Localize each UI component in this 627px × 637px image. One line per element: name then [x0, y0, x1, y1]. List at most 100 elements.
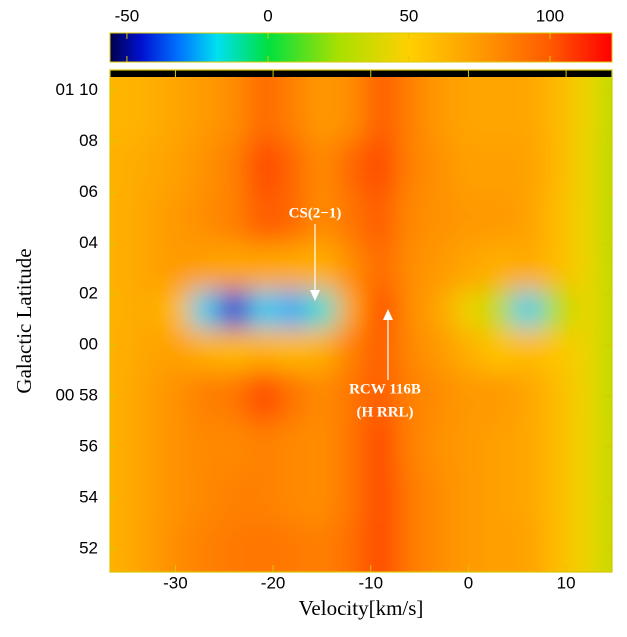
- heat-cell: [366, 290, 396, 329]
- heat-cell: [307, 243, 337, 291]
- heat-cell: [571, 422, 601, 473]
- heat-cell: [600, 524, 627, 623]
- heat-cell: [161, 243, 191, 291]
- top-band: [110, 70, 612, 77]
- heat-cell: [395, 473, 425, 524]
- heat-cell: [307, 422, 337, 473]
- heat-cell: [131, 422, 161, 473]
- heat-cell: [424, 371, 454, 422]
- heat-cell: [249, 192, 279, 243]
- heat-cell: [512, 371, 542, 422]
- heat-cell: [512, 243, 542, 291]
- x-tick-label: -10: [358, 573, 383, 592]
- heat-cell: [395, 329, 425, 372]
- heat-cell: [219, 473, 249, 524]
- heat-cell: [395, 141, 425, 192]
- heat-cell: [161, 371, 191, 422]
- y-tick-label: 02: [79, 284, 98, 303]
- heat-cell: [542, 192, 572, 243]
- heat-cell: [512, 192, 542, 243]
- heat-cell: [249, 371, 279, 422]
- heat-cell: [542, 243, 572, 291]
- heat-cell: [571, 371, 601, 422]
- heat-cell: [512, 329, 542, 372]
- heat-cell: [483, 141, 513, 192]
- heat-cell: [366, 422, 396, 473]
- heat-cell: [161, 473, 191, 524]
- heat-cell: [337, 473, 367, 524]
- heat-cell: [454, 473, 484, 524]
- y-tick-label: 54: [79, 488, 98, 507]
- heat-cell: [600, 192, 627, 243]
- heat-cell: [161, 192, 191, 243]
- heat-cell: [424, 422, 454, 473]
- heat-cell: [249, 141, 279, 192]
- annotation: CS(2−1): [289, 205, 342, 221]
- heat-cell: [337, 141, 367, 192]
- heat-cell: [424, 243, 454, 291]
- heat-cell: [131, 524, 161, 623]
- heat-cell: [131, 290, 161, 329]
- heat-cell: [571, 329, 601, 372]
- heat-cell: [131, 329, 161, 372]
- heat-cell: [161, 422, 191, 473]
- heat-cell: [483, 243, 513, 291]
- heat-cell: [161, 141, 191, 192]
- heat-cell: [131, 192, 161, 243]
- heat-cell: [219, 290, 249, 329]
- heat-cell: [278, 141, 308, 192]
- heat-cell: [395, 290, 425, 329]
- heat-cell: [278, 329, 308, 372]
- heat-cell: [600, 422, 627, 473]
- heat-cell: [219, 329, 249, 372]
- heat-cell: [483, 422, 513, 473]
- heat-cell: [395, 192, 425, 243]
- heat-cell: [190, 141, 220, 192]
- heat-cell: [219, 524, 249, 623]
- heat-cell: [307, 371, 337, 422]
- heat-cell: [483, 371, 513, 422]
- heat-cell: [337, 422, 367, 473]
- heat-cell: [454, 422, 484, 473]
- heat-cell: [483, 524, 513, 623]
- x-axis-label: Velocity[km/s]: [299, 596, 424, 620]
- heat-cell: [190, 422, 220, 473]
- heat-cell: [571, 473, 601, 524]
- heat-cell: [542, 371, 572, 422]
- heat-cell: [249, 473, 279, 524]
- heat-cell: [424, 141, 454, 192]
- heat-cell: [190, 524, 220, 623]
- heat-cell: [307, 473, 337, 524]
- heat-cell: [600, 243, 627, 291]
- x-tick-label: 0: [464, 573, 473, 592]
- heat-cell: [307, 290, 337, 329]
- heat-cell: [219, 422, 249, 473]
- heat-cell: [454, 371, 484, 422]
- heat-cell: [219, 243, 249, 291]
- heat-cell: [131, 371, 161, 422]
- y-tick-label: 04: [79, 233, 98, 252]
- heat-cell: [600, 141, 627, 192]
- heat-cell: [278, 290, 308, 329]
- x-tick-label: -30: [163, 573, 188, 592]
- heat-cell: [190, 243, 220, 291]
- y-tick-label: 06: [79, 182, 98, 201]
- heat-cell: [512, 422, 542, 473]
- heat-cell: [307, 141, 337, 192]
- heat-cell: [424, 290, 454, 329]
- heat-cell: [395, 243, 425, 291]
- heat-cell: [454, 290, 484, 329]
- colorbar-tick-label: -50: [115, 6, 140, 25]
- heat-cell: [278, 422, 308, 473]
- heat-cell: [571, 290, 601, 329]
- heat-cell: [219, 192, 249, 243]
- heat-cell: [278, 473, 308, 524]
- heat-cell: [483, 290, 513, 329]
- heat-cell: [131, 473, 161, 524]
- y-tick-label: 01 10: [55, 80, 98, 99]
- heat-cell: [366, 243, 396, 291]
- heat-cell: [424, 192, 454, 243]
- heat-cell: [249, 329, 279, 372]
- heat-cell: [454, 329, 484, 372]
